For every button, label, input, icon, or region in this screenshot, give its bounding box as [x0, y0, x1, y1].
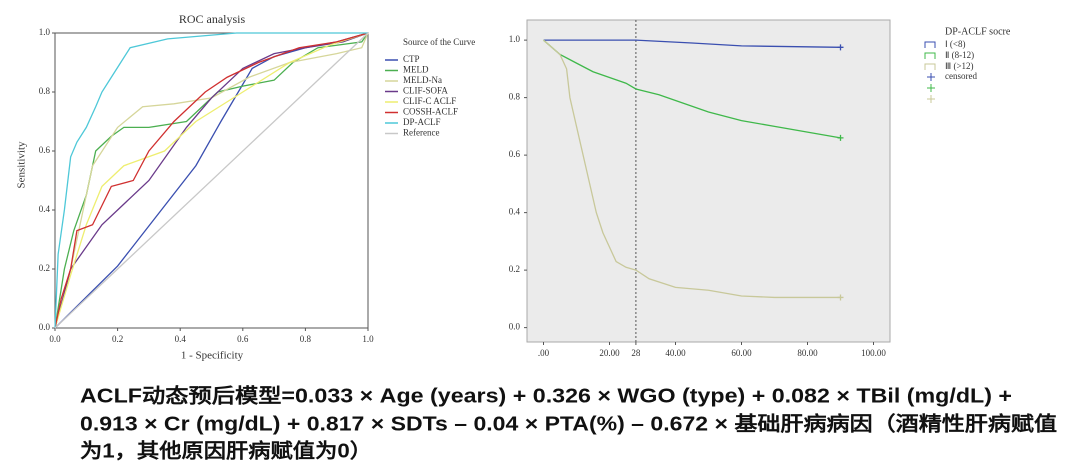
y-tick-label: 1.0: [509, 34, 521, 44]
chart-title: ROC analysis: [179, 12, 246, 26]
legend-label: COSSH-ACLF: [403, 107, 458, 117]
censored-marker: [837, 44, 844, 51]
series-line: [543, 39, 841, 299]
legend-label: CLIF-SOFA: [403, 86, 448, 96]
legend-swatch: [924, 41, 936, 48]
censored-marker: [837, 294, 844, 301]
y-tick-label: 0.4: [509, 207, 521, 217]
y-tick-label: 0.2: [39, 263, 50, 273]
x-tick-label: 40.00: [665, 348, 686, 358]
legend-label: Ⅲ (>12): [945, 61, 974, 71]
legend-swatch: [924, 52, 936, 59]
legend-label: DP-ACLF: [403, 117, 441, 127]
legend-censored-marker: [927, 95, 935, 103]
x-tick-label: 0.8: [300, 334, 312, 344]
y-tick-label: 0.2: [509, 264, 520, 274]
y-tick-label: 0.6: [39, 145, 51, 155]
series-line: [54, 32, 369, 329]
y-tick-label: 0.6: [509, 149, 521, 159]
legend-label: MELD-Na: [403, 75, 442, 85]
y-tick-label: 0.0: [39, 322, 51, 332]
formula-line: ACLF动态预后模型=0.033 × Age (years) + 0.326 ×…: [80, 383, 1012, 407]
x-tick-label: 28: [631, 348, 641, 358]
x-tick-label: 100.00: [861, 348, 886, 358]
x-tick-label: 1.0: [362, 334, 374, 344]
series-line: [543, 39, 841, 48]
x-tick-label: 0.4: [175, 334, 187, 344]
x-tick-label: 60.00: [731, 348, 752, 358]
x-tick-label: 0.0: [49, 334, 61, 344]
x-axis-label: 1 - Specificity: [181, 350, 244, 362]
formula-line: 为1，其他原因肝病赋值为0）: [80, 438, 372, 462]
x-tick-label: 20.00: [599, 348, 620, 358]
legend-label: MELD: [403, 65, 429, 75]
legend-censored-marker: [927, 73, 935, 81]
x-tick-label: 0.6: [237, 334, 249, 344]
series-line: [54, 32, 369, 329]
formula-line: 0.913 × Cr (mg/dL) + 0.817 × SDTs – 0.04…: [80, 411, 1057, 435]
series-line: [543, 39, 841, 139]
legend-title: Source of the Curve: [403, 37, 475, 47]
y-tick-label: 0.4: [39, 204, 51, 214]
series-line: [54, 32, 368, 329]
series-line: [54, 32, 369, 329]
y-axis-label: Sensitivity: [16, 141, 28, 189]
legend-label: Ⅰ (<8): [945, 39, 965, 49]
legend-label: Reference: [403, 128, 439, 138]
km-plot-frame: [526, 19, 891, 343]
legend-swatch: [924, 63, 936, 70]
y-tick-label: 0.0: [509, 322, 521, 332]
y-tick-label: 0.8: [39, 86, 51, 96]
series-line: [54, 32, 369, 329]
y-tick-label: 1.0: [39, 27, 51, 37]
legend-label: Ⅱ (8-12): [945, 50, 974, 60]
series-line: [54, 32, 369, 329]
legend-label: CTP: [403, 54, 420, 64]
legend-title: DP-ACLF socre: [945, 26, 1011, 37]
legend-censored-marker: [927, 84, 935, 92]
legend-label: CLIF-C ACLF: [403, 96, 456, 106]
y-tick-label: 0.8: [509, 92, 521, 102]
censored-marker: [837, 134, 844, 141]
x-tick-label: 0.2: [112, 334, 123, 344]
x-tick-label: 80.00: [797, 348, 818, 358]
x-tick-label: .00: [538, 348, 550, 358]
legend-censored: censored: [945, 71, 977, 81]
